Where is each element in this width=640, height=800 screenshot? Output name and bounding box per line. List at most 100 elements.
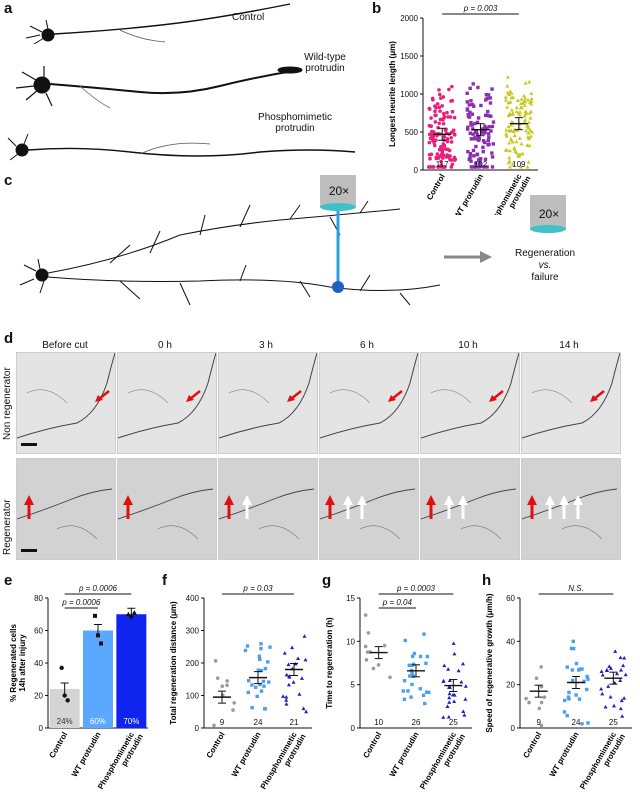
data-point <box>608 666 613 670</box>
data-point <box>220 684 225 689</box>
data-point <box>410 671 414 676</box>
data-point <box>487 114 491 118</box>
data-point <box>447 691 452 696</box>
data-point <box>427 140 432 145</box>
data-point <box>403 638 407 643</box>
significance-label: p = 0.03 <box>242 584 273 593</box>
data-point <box>93 613 97 618</box>
y-tick-label: 60 <box>506 594 515 603</box>
data-point <box>467 103 472 107</box>
data-point <box>562 710 567 714</box>
data-point <box>580 667 584 671</box>
y-tick-label: 0 <box>511 724 516 733</box>
data-point <box>439 159 443 164</box>
data-point <box>468 110 472 115</box>
data-point <box>600 672 605 677</box>
data-point <box>259 642 263 646</box>
data-point <box>462 712 467 717</box>
data-point <box>304 709 309 714</box>
data-point <box>542 695 547 699</box>
data-point <box>490 87 494 91</box>
data-point <box>490 151 494 155</box>
schematic-panel-c <box>19 175 566 306</box>
data-point <box>432 143 437 148</box>
data-point <box>435 102 440 106</box>
data-point <box>469 99 473 103</box>
data-point <box>437 121 442 126</box>
data-point <box>516 111 521 115</box>
timepoint-3: 6 h <box>360 340 374 351</box>
scale-bar <box>21 443 37 446</box>
data-point <box>425 654 430 659</box>
significance-label: p = 0.003 <box>463 4 498 13</box>
data-point <box>442 143 447 148</box>
data-point <box>428 156 432 161</box>
significance-label: p = 0.0003 <box>396 584 436 593</box>
data-point <box>483 98 488 102</box>
data-point <box>461 661 466 666</box>
data-point <box>483 124 487 128</box>
data-point <box>430 165 435 169</box>
data-point <box>451 158 456 162</box>
n-label: 102 <box>474 160 488 169</box>
data-point <box>613 649 618 653</box>
data-point <box>518 164 523 169</box>
y-tick-label: 300 <box>186 627 200 636</box>
micrograph-nonregen-1 <box>117 352 217 454</box>
y-tick-label: 20 <box>506 681 515 690</box>
category-label: Control <box>205 731 227 760</box>
data-point <box>518 105 523 110</box>
category-label: WT protrudin <box>388 730 421 778</box>
data-point <box>528 116 533 120</box>
data-point <box>424 690 429 694</box>
data-point <box>258 682 262 687</box>
chart-e: 0 20 40 60 80 % Regenerated cells 14h after in… <box>9 584 148 791</box>
data-point <box>446 714 451 719</box>
data-point <box>527 143 532 148</box>
data-point <box>523 117 528 122</box>
data-point <box>429 132 433 137</box>
data-point <box>478 161 482 165</box>
data-point <box>471 132 475 136</box>
data-point <box>466 125 470 130</box>
data-point <box>296 656 301 660</box>
data-point <box>259 668 264 673</box>
n-label: 10 <box>374 718 383 727</box>
data-point <box>622 655 627 660</box>
data-point <box>466 114 471 119</box>
data-point <box>446 667 451 671</box>
data-point <box>586 677 590 681</box>
data-point <box>470 165 474 169</box>
data-point <box>486 138 491 143</box>
y-tick-label: 1500 <box>400 52 418 61</box>
timepoint-4: 10 h <box>458 340 478 351</box>
data-point <box>402 697 407 701</box>
data-point <box>441 121 446 126</box>
data-point <box>489 114 493 118</box>
data-point <box>125 611 131 617</box>
data-point <box>446 154 451 159</box>
data-point <box>459 679 464 684</box>
wildtype-neuron <box>15 66 303 109</box>
data-point <box>429 152 434 157</box>
significance-label: N.S. <box>568 584 584 593</box>
data-point <box>410 682 414 687</box>
data-point <box>427 106 432 111</box>
data-point <box>440 156 445 160</box>
data-point <box>510 162 515 166</box>
data-point <box>580 722 584 726</box>
data-point <box>504 131 509 136</box>
data-point <box>99 641 103 646</box>
timepoint-1: 0 h <box>158 340 172 351</box>
data-point <box>504 127 509 132</box>
data-point <box>427 690 431 695</box>
data-point <box>402 679 407 683</box>
y-tick-label: 0 <box>39 724 44 733</box>
data-point <box>527 136 532 141</box>
y-tick-label: 0 <box>195 724 200 733</box>
data-point <box>603 704 608 709</box>
data-point <box>503 98 508 102</box>
micrograph-regen-2 <box>218 458 318 560</box>
data-point <box>286 662 291 667</box>
data-point <box>509 128 514 133</box>
